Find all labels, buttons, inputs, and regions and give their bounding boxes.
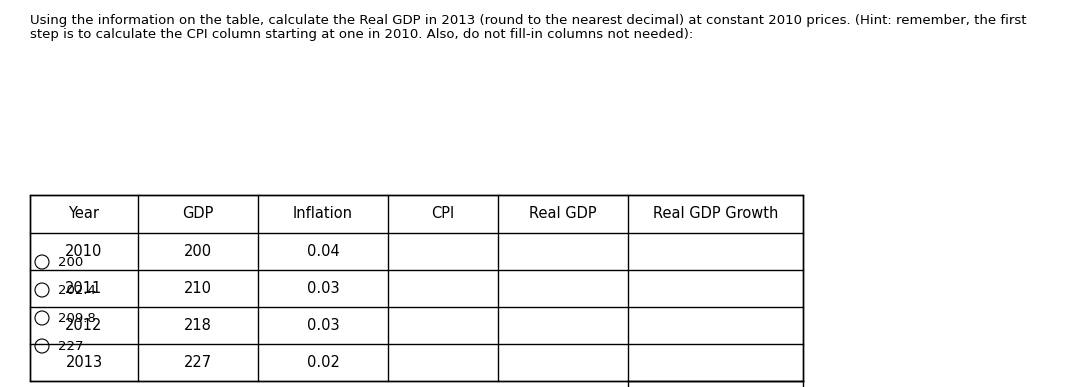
Text: GDP: GDP — [183, 207, 214, 221]
Bar — [30, 195, 804, 381]
Text: 0.02: 0.02 — [307, 355, 339, 370]
Text: 0.03: 0.03 — [307, 281, 339, 296]
Text: 2013: 2013 — [66, 355, 103, 370]
Text: 0.04: 0.04 — [307, 244, 339, 259]
Text: CPI: CPI — [431, 207, 455, 221]
Text: 0.03: 0.03 — [307, 318, 339, 333]
Text: 209.8: 209.8 — [58, 312, 96, 325]
Text: 210: 210 — [184, 281, 212, 296]
Text: 200: 200 — [184, 244, 212, 259]
Text: step is to calculate the CPI column starting at one in 2010. Also, do not fill-i: step is to calculate the CPI column star… — [30, 28, 693, 41]
Text: 200: 200 — [58, 255, 83, 269]
Text: 2011: 2011 — [66, 281, 103, 296]
Text: 227: 227 — [184, 355, 212, 370]
Text: 2012: 2012 — [65, 318, 103, 333]
Text: Inflation: Inflation — [293, 207, 353, 221]
Text: Real GDP Growth: Real GDP Growth — [652, 207, 779, 221]
Text: Using the information on the table, calculate the Real GDP in 2013 (round to the: Using the information on the table, calc… — [30, 14, 1026, 27]
Text: 202.4: 202.4 — [58, 284, 96, 296]
Text: 2010: 2010 — [65, 244, 103, 259]
Text: 227: 227 — [58, 339, 83, 353]
Text: 218: 218 — [184, 318, 212, 333]
Text: Year: Year — [68, 207, 99, 221]
Text: Real GDP: Real GDP — [529, 207, 597, 221]
